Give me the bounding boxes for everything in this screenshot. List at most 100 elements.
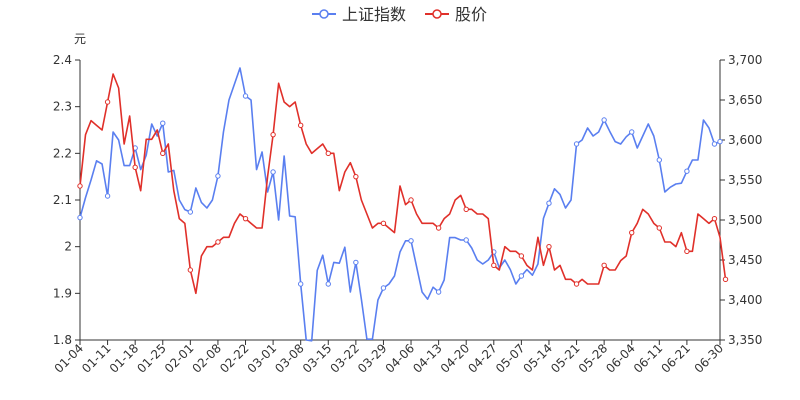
index-point[interactable] <box>325 281 331 287</box>
legend-item-index[interactable]: 上证指数 <box>312 5 406 24</box>
index-point[interactable] <box>242 93 249 99</box>
left-axis-tick-label: 1.9 <box>53 286 72 300</box>
price-point[interactable] <box>325 150 331 157</box>
x-axis-tick-label: 04-13 <box>410 341 445 376</box>
left-axis-tick-label: 2 <box>64 240 72 254</box>
index-point[interactable] <box>160 120 166 126</box>
series-price <box>77 73 729 295</box>
price-point[interactable] <box>491 262 497 269</box>
price-point[interactable] <box>408 197 414 203</box>
legend-label: 上证指数 <box>342 5 406 24</box>
right-axis-tick-label: 3,450 <box>728 253 762 267</box>
price-point[interactable] <box>518 253 525 259</box>
right-axis-tick-label: 3,550 <box>728 173 762 187</box>
right-axis-tick-label: 3,400 <box>728 293 762 307</box>
price-point[interactable] <box>297 122 304 129</box>
price-point[interactable] <box>656 225 663 231</box>
price-point[interactable] <box>435 225 442 231</box>
x-axis-tick-label: 03-22 <box>327 341 362 376</box>
legend-marker <box>319 9 329 19</box>
x-axis-tick-label: 06-11 <box>631 341 666 376</box>
index-point[interactable] <box>684 168 690 174</box>
x-axis-tick-label: 04-20 <box>438 341 473 376</box>
index-point[interactable] <box>629 129 635 135</box>
legend[interactable]: 上证指数 股价 <box>312 5 487 24</box>
left-axis-unit-label: 元 <box>74 32 86 46</box>
index-point[interactable] <box>601 117 607 123</box>
index-point[interactable] <box>380 285 387 291</box>
x-axis-tick-label: 01-18 <box>107 341 142 376</box>
price-point[interactable] <box>187 267 194 273</box>
price-point[interactable] <box>546 243 552 250</box>
left-axis-tick-label: 2.4 <box>53 53 72 67</box>
x-axis-tick-label: 03-29 <box>355 341 390 376</box>
index-point[interactable] <box>463 237 469 243</box>
price-point[interactable] <box>463 206 469 213</box>
index-point[interactable] <box>104 193 111 199</box>
x-axis-tick-label: 04-06 <box>383 341 418 376</box>
right-axis-tick-label: 3,600 <box>728 133 762 147</box>
index-point[interactable] <box>711 141 718 147</box>
index-point[interactable] <box>435 289 442 295</box>
x-axis-tick-label: 05-28 <box>576 341 611 376</box>
price-point[interactable] <box>629 229 635 236</box>
right-axis-tick-label: 3,650 <box>728 93 762 107</box>
legend-label: 股价 <box>455 5 487 24</box>
index-point[interactable] <box>656 157 663 163</box>
price-point[interactable] <box>104 99 111 105</box>
price-point[interactable] <box>711 215 718 222</box>
right-axis-tick-label: 3,500 <box>728 213 762 227</box>
price-point[interactable] <box>242 215 249 222</box>
x-axis-tick-label: 02-01 <box>162 341 197 376</box>
index-point[interactable] <box>717 138 723 145</box>
x-axis-tick-label: 05-07 <box>493 341 528 376</box>
x-axis-tick-label: 02-22 <box>217 341 252 376</box>
index-line <box>79 67 721 342</box>
x-axis-tick-label: 03-01 <box>245 341 280 376</box>
price-point[interactable] <box>353 173 359 180</box>
series-index <box>77 67 723 342</box>
x-axis-tick-label: 06-04 <box>603 341 638 376</box>
price-point[interactable] <box>215 239 221 245</box>
right-axis-tick-label: 3,350 <box>728 333 762 347</box>
x-axis-tick-label: 05-21 <box>548 341 583 376</box>
index-point[interactable] <box>408 238 414 244</box>
index-point[interactable] <box>573 141 580 147</box>
index-point[interactable] <box>215 173 221 179</box>
price-point[interactable] <box>160 150 166 157</box>
price-point[interactable] <box>573 281 580 287</box>
x-axis-tick-label: 06-21 <box>658 341 693 376</box>
price-point[interactable] <box>601 262 607 269</box>
index-point[interactable] <box>187 209 194 215</box>
price-point[interactable] <box>77 183 83 189</box>
x-axis-tick-label: 05-14 <box>521 341 556 376</box>
x-axis-tick-label: 04-27 <box>465 341 500 376</box>
series-layer <box>77 67 729 342</box>
price-point[interactable] <box>380 220 387 227</box>
right-axis-tick-label: 3,700 <box>728 53 762 67</box>
index-point[interactable] <box>297 281 304 287</box>
left-axis-tick-label: 2.2 <box>53 146 72 160</box>
x-axis-tick-label: 06-30 <box>692 341 727 376</box>
legend-item-price[interactable]: 股价 <box>425 5 487 24</box>
x-axis-tick-label: 01-11 <box>79 341 114 376</box>
price-point[interactable] <box>132 164 138 171</box>
axes: 1.8 1.9 2 2.1 2.2 2.3 2.4 3,350 3,400 3,450 3,500 3… <box>52 53 763 376</box>
index-point[interactable] <box>546 200 552 206</box>
price-point[interactable] <box>684 248 690 255</box>
x-axis-tick-label: 03-08 <box>272 341 307 376</box>
price-line <box>79 73 727 295</box>
left-axis-tick-label: 2.3 <box>53 100 72 114</box>
price-point[interactable] <box>270 131 276 138</box>
index-point[interactable] <box>77 214 83 221</box>
left-axis-tick-label: 1.8 <box>53 333 72 347</box>
legend-marker <box>432 9 442 19</box>
index-point[interactable] <box>353 259 359 266</box>
index-point[interactable] <box>518 273 525 279</box>
price-point[interactable] <box>722 276 729 283</box>
index-point[interactable] <box>270 169 276 175</box>
x-axis-tick-label: 01-25 <box>134 341 169 376</box>
x-axis-tick-label: 02-08 <box>189 341 224 376</box>
